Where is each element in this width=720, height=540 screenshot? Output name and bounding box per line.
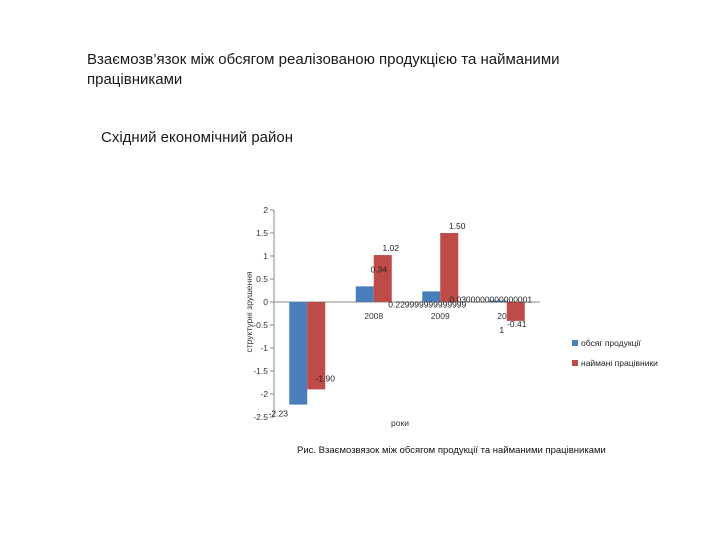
data-label: 1.02: [382, 243, 399, 253]
data-label: -1.90: [316, 373, 336, 383]
y-tick-label: 1.5: [256, 228, 268, 238]
data-label: -2.23: [269, 409, 289, 419]
chart-data-labels: -2.23 0.34 0.2299999999999990.030000000000…: [269, 221, 533, 419]
y-tick-label: 0.5: [256, 274, 268, 284]
data-label: 0.0300000000000001: [449, 295, 532, 305]
y-tick-label: -1: [260, 343, 268, 353]
x-tick-label: 2009: [431, 311, 450, 321]
y-tick-label: -2: [260, 389, 268, 399]
data-label: 1.50: [449, 221, 466, 231]
data-label: 0.229999999999999: [388, 299, 466, 309]
legend-swatch: [572, 360, 578, 366]
bar-2-2008: [373, 255, 392, 302]
bar-1-2008: [355, 286, 374, 302]
legend-entry: наймані працівники: [581, 358, 658, 368]
figure-caption: Рис. Взаємозвязок між обсягом продукції …: [297, 445, 606, 456]
data-label: 0.34: [370, 264, 387, 274]
chart-bars: [289, 233, 525, 405]
y-tick-label: 1: [263, 251, 268, 261]
bar-1-2010: [488, 300, 507, 302]
y-tick-label: 0: [263, 297, 268, 307]
x-axis-title: роки: [391, 418, 409, 428]
legend: обсяг продукції наймані працівники: [572, 338, 658, 368]
bar-2-2009: [440, 233, 459, 302]
data-label-extra: -0.41: [507, 319, 527, 329]
bar-2-2010: [506, 302, 525, 321]
y-tick-label: -0.5: [253, 320, 268, 330]
bar-2-2007: [307, 302, 326, 390]
y-tick-label: 2: [263, 205, 268, 215]
page-subtitle: Східний економічний район: [101, 129, 294, 146]
page-title: Взаємозв’язок між обсягом реалізованою п…: [87, 51, 560, 88]
y-tick-label: -1.5: [253, 366, 268, 376]
y-axis-title: структурні зрушення: [244, 271, 254, 352]
x-tick-label: 2008: [364, 311, 383, 321]
data-label: 1: [499, 325, 504, 335]
y-tick-label: -2.5: [253, 412, 268, 422]
bar-1-2007: [289, 302, 308, 405]
legend-swatch: [572, 340, 578, 346]
legend-entry: обсяг продукції: [581, 338, 641, 348]
bar-1-2009: [422, 291, 441, 302]
